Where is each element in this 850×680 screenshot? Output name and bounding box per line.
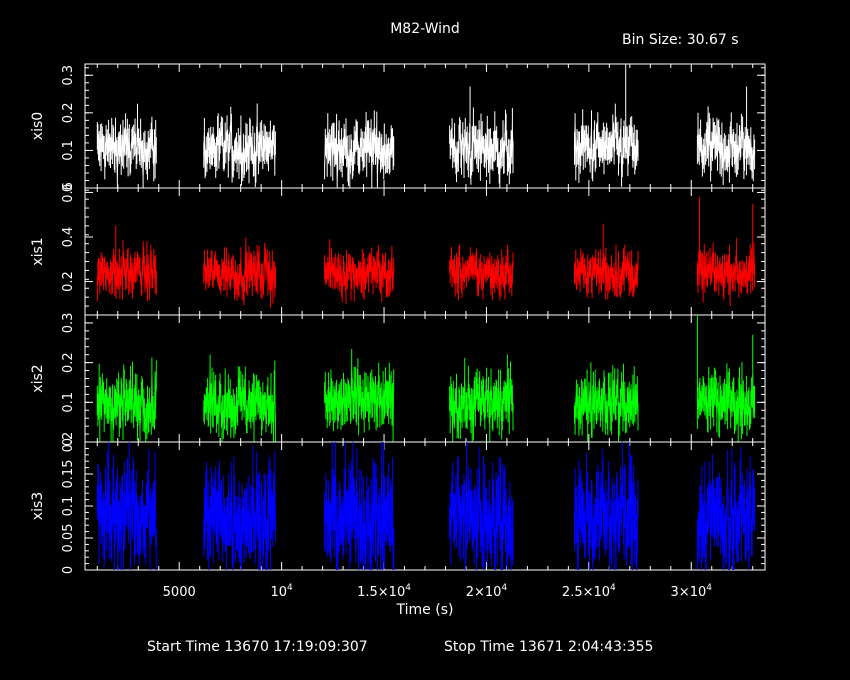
series-segment	[96, 357, 157, 442]
series-segment	[324, 239, 395, 304]
y-tick-label: 0.3	[61, 65, 76, 86]
y-axis-label: xis0	[30, 112, 46, 140]
y-tick-label: 0.2	[61, 103, 76, 124]
y-tick-label: 0	[61, 184, 76, 192]
x-axis-label: Time (s)	[396, 602, 454, 618]
series-segment	[573, 442, 639, 571]
y-axis-label: xis1	[30, 237, 46, 265]
series-segment	[449, 442, 514, 570]
series-segment	[696, 362, 756, 442]
panel-frame	[84, 314, 766, 443]
series-segment	[203, 445, 276, 571]
series-segment	[203, 103, 276, 187]
y-axis-label: xis3	[30, 492, 46, 520]
series-segment	[449, 244, 514, 301]
y-tick-label: 0.1	[61, 140, 76, 161]
chart-title: M82-Wind	[390, 21, 460, 37]
panel-xis3: 0 0.05 0.1 0.15 0.2 xis3	[30, 432, 766, 574]
x-tick-label: 3×104	[671, 583, 713, 600]
panel-frame	[84, 187, 766, 316]
y-tick-label: 0.6	[61, 182, 76, 203]
panel-frame	[84, 441, 766, 571]
y-tick-label: 0.15	[61, 460, 76, 489]
y-tick-label: 0	[61, 566, 76, 574]
panel-xis1: 0.2 0.4 0.6 xis1	[30, 182, 766, 316]
series-xis2	[96, 315, 756, 442]
series-segment	[573, 244, 639, 300]
panel-frame	[84, 63, 766, 189]
series-segment	[324, 349, 395, 442]
x-axis-ticks: 5000 104 1.5×104 2×104 2.5×104 3×104	[163, 583, 713, 600]
series-segment	[449, 354, 514, 442]
x-tick-label: 1.5×104	[357, 583, 411, 600]
x-tick-label: 2.5×104	[562, 583, 616, 600]
series-segment	[573, 362, 639, 442]
series-segment	[203, 237, 276, 308]
series-segment	[449, 107, 514, 188]
y-axis-label: xis2	[30, 364, 46, 392]
series-segment	[96, 442, 157, 571]
series-segment	[696, 106, 756, 185]
panel-xis0: 0 0.1 0.2 0.3 xis0	[30, 63, 766, 192]
y-tick-label: 0.2	[61, 432, 76, 453]
y-tick-label: 0.4	[61, 227, 76, 248]
y-tick-label: 0.3	[61, 313, 76, 334]
series-segment	[324, 110, 395, 188]
series-xis1	[96, 196, 756, 308]
x-tick-label: 5000	[163, 585, 196, 600]
start-time-label: Start Time 13670 17:19:09:307	[147, 639, 368, 655]
series-segment	[324, 442, 395, 571]
panel-xis2: 0 0.1 0.2 0.3 xis2	[30, 313, 766, 446]
y-tick-label: 0	[61, 438, 76, 446]
y-tick-label: 0.1	[61, 392, 76, 413]
y-tick-label: 0.2	[61, 271, 76, 292]
x-tick-label: 2×104	[466, 583, 508, 600]
series-segment	[696, 446, 756, 571]
y-tick-label: 0.05	[61, 524, 76, 553]
series-segment	[96, 240, 157, 302]
panels: 0 0.1 0.2 0.3 xis0 0.2 0.4 0.6 xis1 0 0.1 0.2 0.3 xis…	[30, 63, 766, 574]
series-segment	[96, 103, 157, 188]
series-segment	[696, 237, 756, 307]
series-segment	[573, 103, 639, 187]
series-xis0	[96, 64, 756, 188]
series-xis3	[96, 442, 756, 571]
series-segment	[203, 354, 276, 442]
y-tick-label: 0.1	[61, 496, 76, 517]
y-tick-label: 0.2	[61, 352, 76, 373]
stop-time-label: Stop Time 13671 2:04:43:355	[444, 639, 653, 655]
bin-size-label: Bin Size: 30.67 s	[622, 32, 739, 48]
x-tick-label: 104	[270, 583, 293, 600]
